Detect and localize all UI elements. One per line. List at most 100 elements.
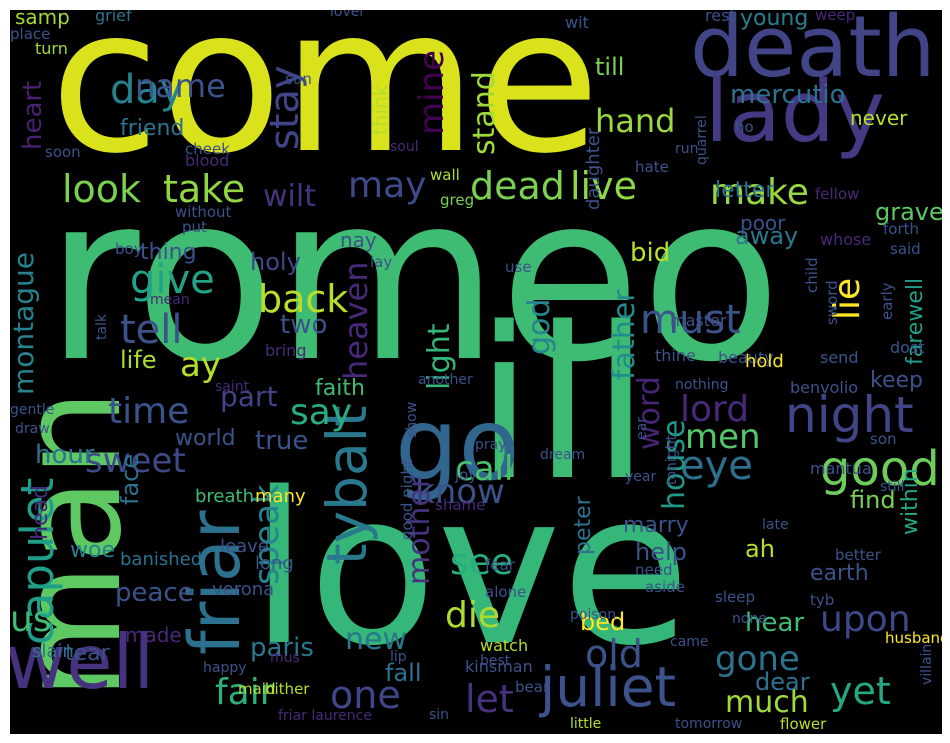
- word-much: much: [725, 685, 809, 720]
- word-use: use: [505, 258, 532, 276]
- word-alone: alone: [485, 583, 527, 601]
- word-none: none: [732, 611, 767, 627]
- word-flower: flower: [780, 715, 827, 733]
- word-thing: thing: [140, 240, 197, 265]
- word-long: long: [255, 553, 294, 574]
- word-ho: ho: [735, 118, 754, 136]
- word-peter: peter: [571, 496, 596, 555]
- word-good-night: good night: [398, 459, 416, 540]
- word-breath: breath: [195, 486, 255, 507]
- word-mercutio: mercutio: [730, 80, 846, 110]
- word-marry: marry: [623, 513, 689, 538]
- word-help: help: [635, 538, 687, 566]
- word-hour: hour: [35, 440, 95, 470]
- word-aside: aside: [645, 578, 685, 596]
- word-year: year: [625, 469, 657, 485]
- word-weep: weep: [815, 10, 856, 24]
- word-many: many: [255, 486, 306, 507]
- word-little: little: [570, 716, 602, 732]
- word-daughter: daughter: [583, 127, 604, 210]
- word-peace: peace: [115, 578, 194, 608]
- word-romeo: romeo: [45, 146, 782, 413]
- word-life: life: [120, 346, 157, 374]
- word-lord: lord: [680, 389, 750, 430]
- word-show: show: [404, 401, 420, 438]
- word-wit: wit: [565, 13, 589, 32]
- word-back: back: [258, 277, 349, 321]
- word-letter: letter: [715, 178, 775, 203]
- word-fear: fear: [485, 556, 515, 574]
- word-time: time: [108, 391, 190, 432]
- word-quarrel: quarrel: [694, 115, 710, 165]
- word-dream: dream: [540, 447, 586, 463]
- word-see: see: [450, 542, 514, 583]
- word-nothing: nothing: [675, 377, 729, 393]
- word-poison: poison: [570, 607, 617, 623]
- word-soon: soon: [45, 143, 81, 161]
- word-till: till: [595, 53, 625, 81]
- word-away: away: [735, 222, 799, 250]
- word-draw: draw: [15, 421, 50, 437]
- word-grief: grief: [95, 10, 132, 25]
- word-lady: lady: [705, 63, 885, 162]
- word-gentle: gentle: [10, 402, 55, 418]
- word-know: know: [415, 472, 505, 512]
- word-greg: greg: [440, 191, 475, 209]
- word-dead: dead: [470, 164, 565, 208]
- word-benvolio: benvolio: [790, 378, 859, 397]
- word-nay: nay: [340, 228, 377, 252]
- word-put: put: [182, 218, 207, 236]
- word-saint: saint: [215, 379, 250, 395]
- word-one: one: [330, 673, 401, 717]
- word-must: must: [640, 297, 741, 343]
- word-face: face: [116, 453, 144, 505]
- word-part: part: [220, 380, 278, 413]
- word-blood: blood: [185, 151, 230, 170]
- word-stand: stand: [467, 71, 502, 155]
- word-friend: friend: [120, 116, 185, 141]
- word-run: run: [675, 141, 699, 157]
- word-keep: keep: [870, 368, 923, 393]
- word-true: true: [255, 426, 309, 456]
- word-new: new: [345, 622, 408, 657]
- word-husband: husband: [885, 629, 942, 647]
- word-soul: soul: [390, 139, 419, 155]
- word-call: call: [455, 449, 514, 489]
- word-ah: ah: [745, 535, 775, 563]
- word-sun: sun: [285, 70, 312, 88]
- word-two: two: [280, 310, 328, 340]
- word-turn: turn: [35, 39, 68, 58]
- word-live: live: [570, 164, 637, 208]
- word-send: send: [820, 348, 859, 367]
- word-hand: hand: [595, 102, 676, 140]
- word-beauty: beauty: [718, 348, 774, 367]
- word-fall: fall: [385, 659, 422, 687]
- word-hold: hold: [745, 351, 784, 372]
- word-wall: wall: [430, 166, 460, 184]
- word-samp: samp: [15, 10, 70, 29]
- word-bring: bring: [265, 341, 307, 360]
- word-without: without: [175, 203, 232, 221]
- word-fellow: fellow: [815, 185, 860, 203]
- word-mean: mean: [150, 292, 190, 308]
- word-montague: montague: [10, 251, 40, 395]
- word-sword: sword: [823, 280, 841, 325]
- word-cheek: cheek: [185, 140, 230, 158]
- word-well: well: [10, 618, 155, 706]
- word-forth: forth: [883, 220, 920, 238]
- word-still: still: [880, 479, 905, 495]
- word-young: young: [740, 10, 809, 31]
- word-heaven: heaven: [337, 261, 375, 380]
- word-good: good: [820, 441, 940, 497]
- word-master: master: [670, 311, 727, 330]
- word-paris: paris: [250, 633, 314, 663]
- word-came: came: [670, 634, 709, 650]
- word-lay: lay: [370, 253, 393, 271]
- word-make: make: [710, 172, 809, 213]
- word-woe: woe: [70, 538, 115, 563]
- word-sweet: sweet: [85, 441, 186, 481]
- word-made: made: [125, 623, 182, 647]
- word-gone: gone: [715, 639, 800, 679]
- word-villain: villain: [919, 643, 935, 685]
- word-hear: hear: [745, 608, 805, 638]
